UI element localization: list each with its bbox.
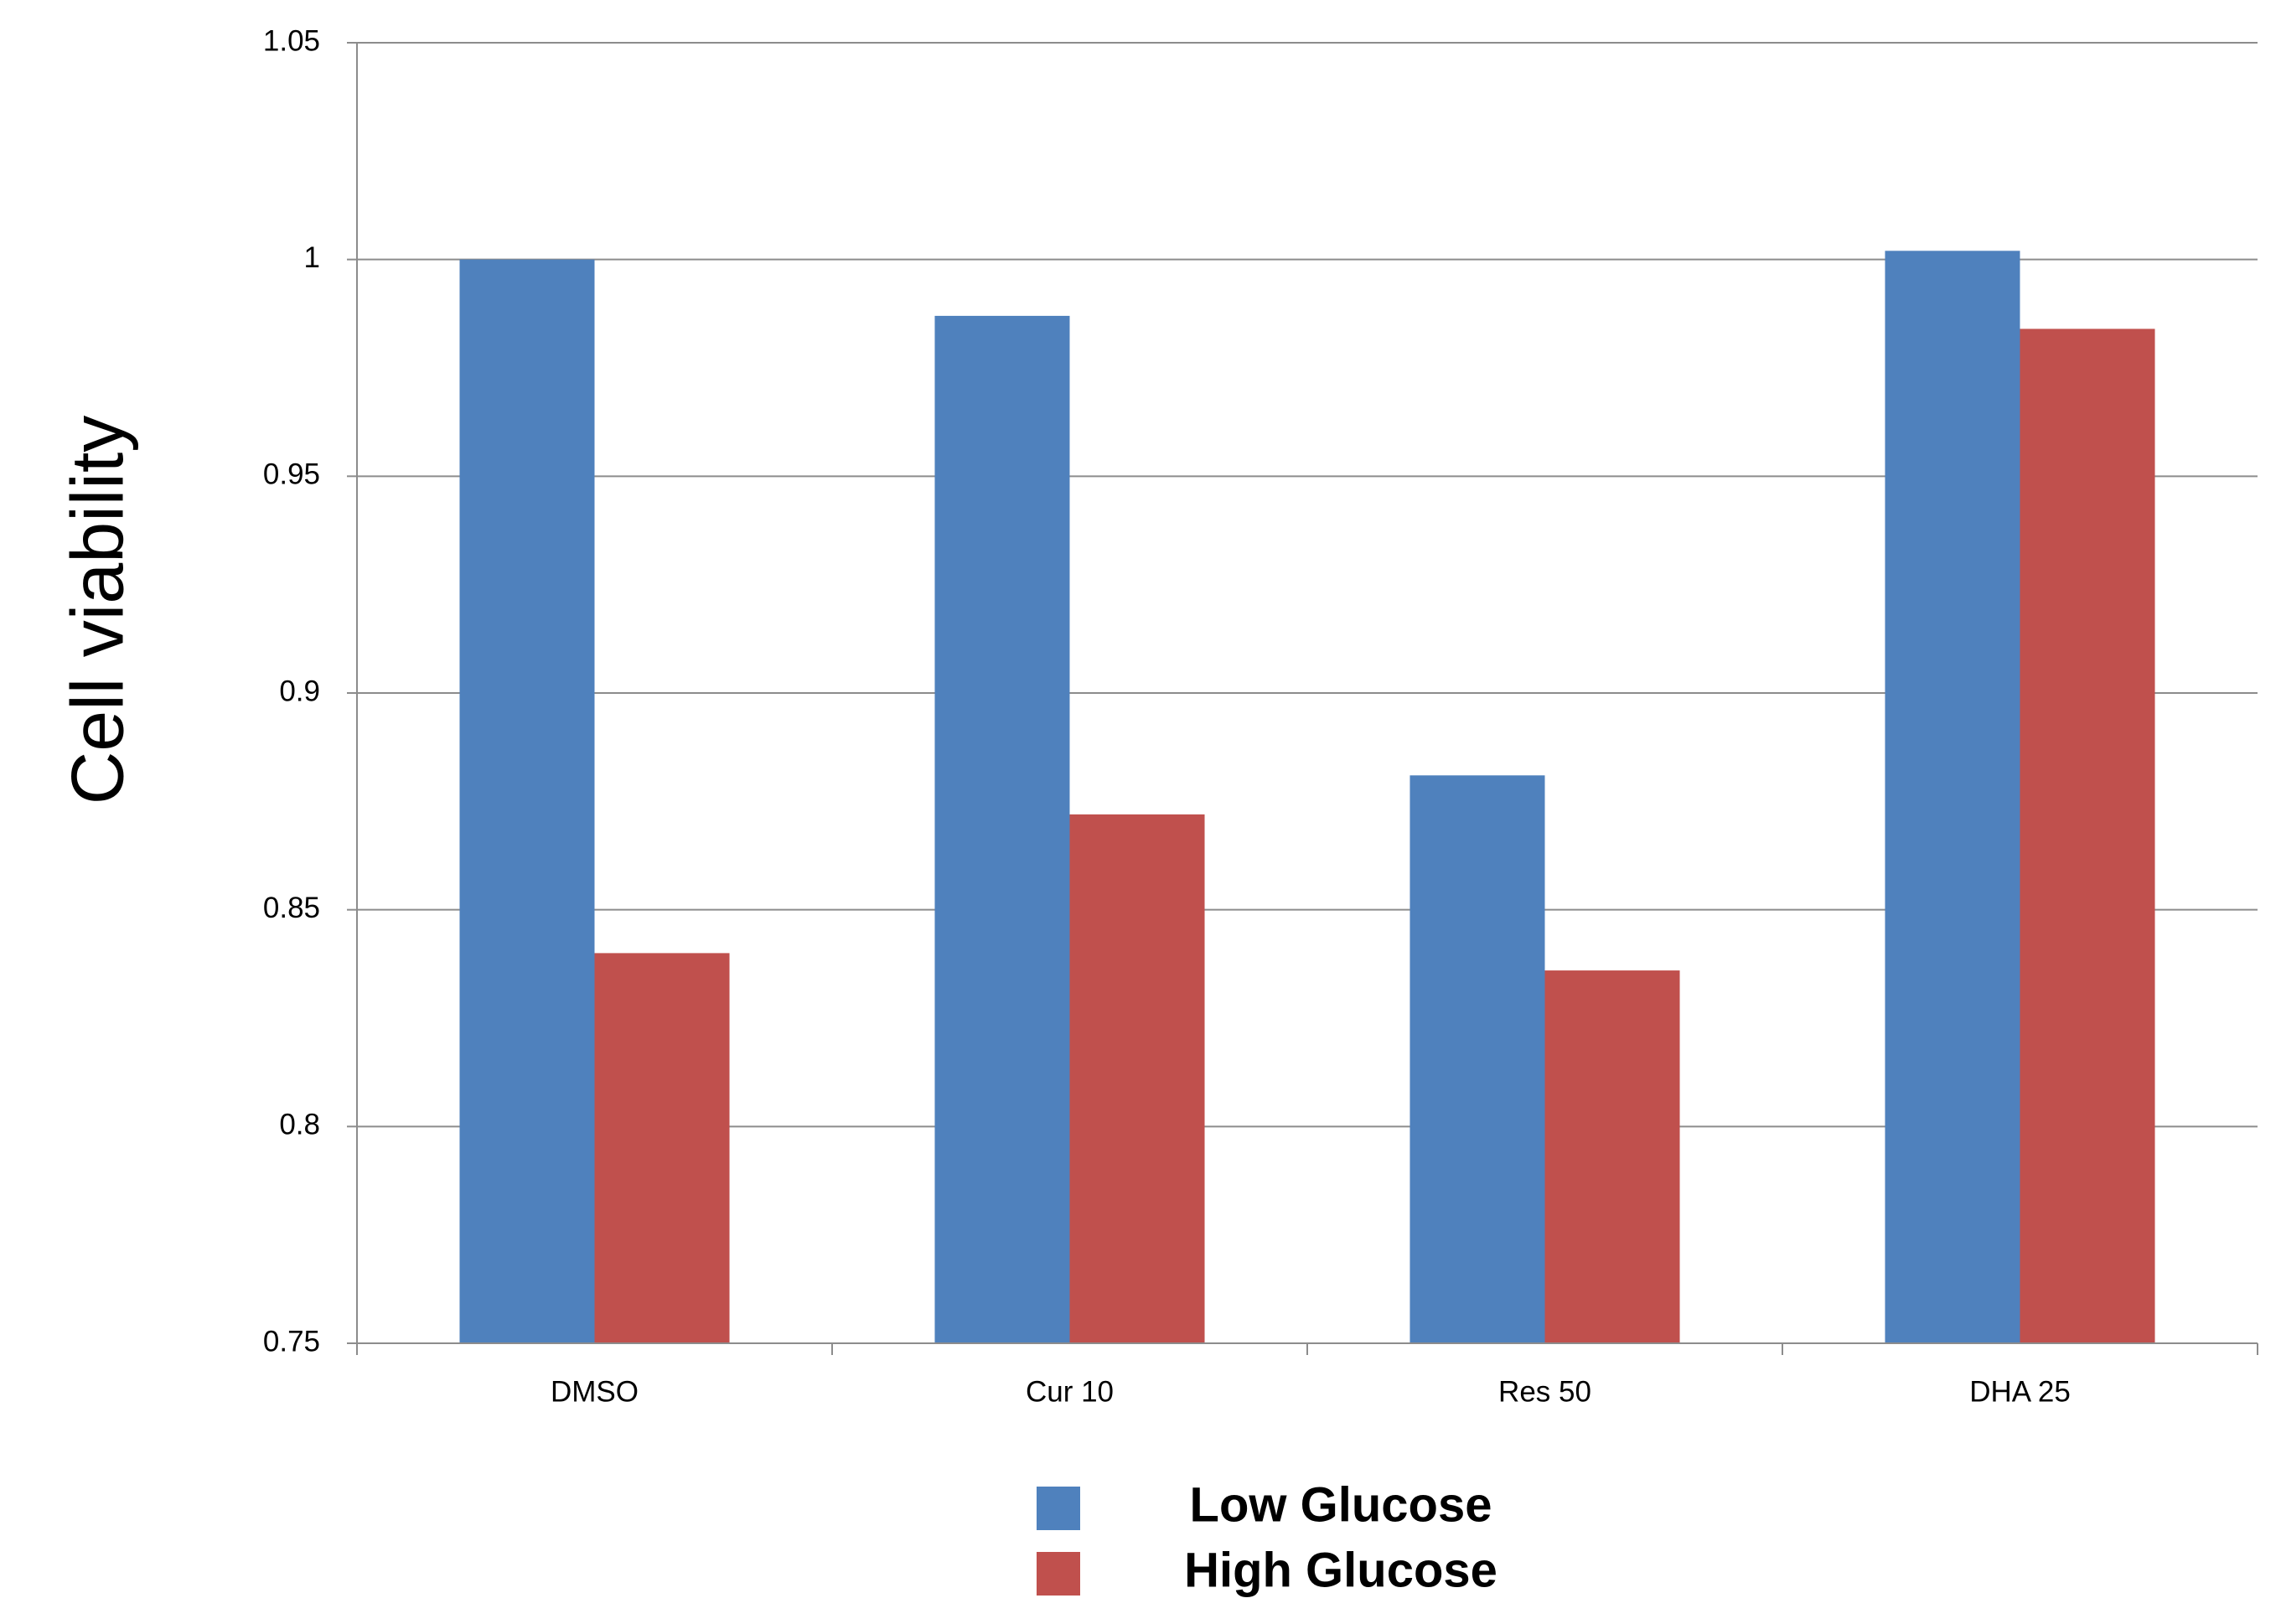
bar [934, 315, 1070, 1343]
x-tick-label: Res 50 [1498, 1375, 1591, 1408]
x-tick-label: DMSO [551, 1375, 639, 1408]
y-tick-label: 0.9 [279, 675, 320, 707]
y-tick-label: 0.85 [263, 892, 320, 924]
bar [2020, 328, 2155, 1344]
legend-label: Low Glucose [1190, 1477, 1492, 1532]
bar [1409, 775, 1545, 1343]
bar [459, 259, 595, 1344]
legend-swatch [1037, 1552, 1080, 1596]
x-tick-label: DHA 25 [1969, 1375, 2071, 1408]
x-tick-label: Cur 10 [1026, 1375, 1114, 1408]
y-axis-title: Cell viability [55, 416, 138, 805]
y-tick-label: 0.95 [263, 458, 320, 491]
bar [594, 953, 730, 1343]
y-tick-label: 0.75 [263, 1325, 320, 1358]
y-tick-label: 0.8 [279, 1109, 320, 1141]
bar [1069, 814, 1205, 1343]
y-tick-label: 1.05 [263, 24, 320, 57]
legend-label: High Glucose [1184, 1543, 1497, 1597]
y-tick-label: 1 [304, 241, 320, 274]
bar [1885, 251, 2020, 1343]
bar [1544, 970, 1680, 1343]
legend-swatch [1037, 1487, 1080, 1530]
